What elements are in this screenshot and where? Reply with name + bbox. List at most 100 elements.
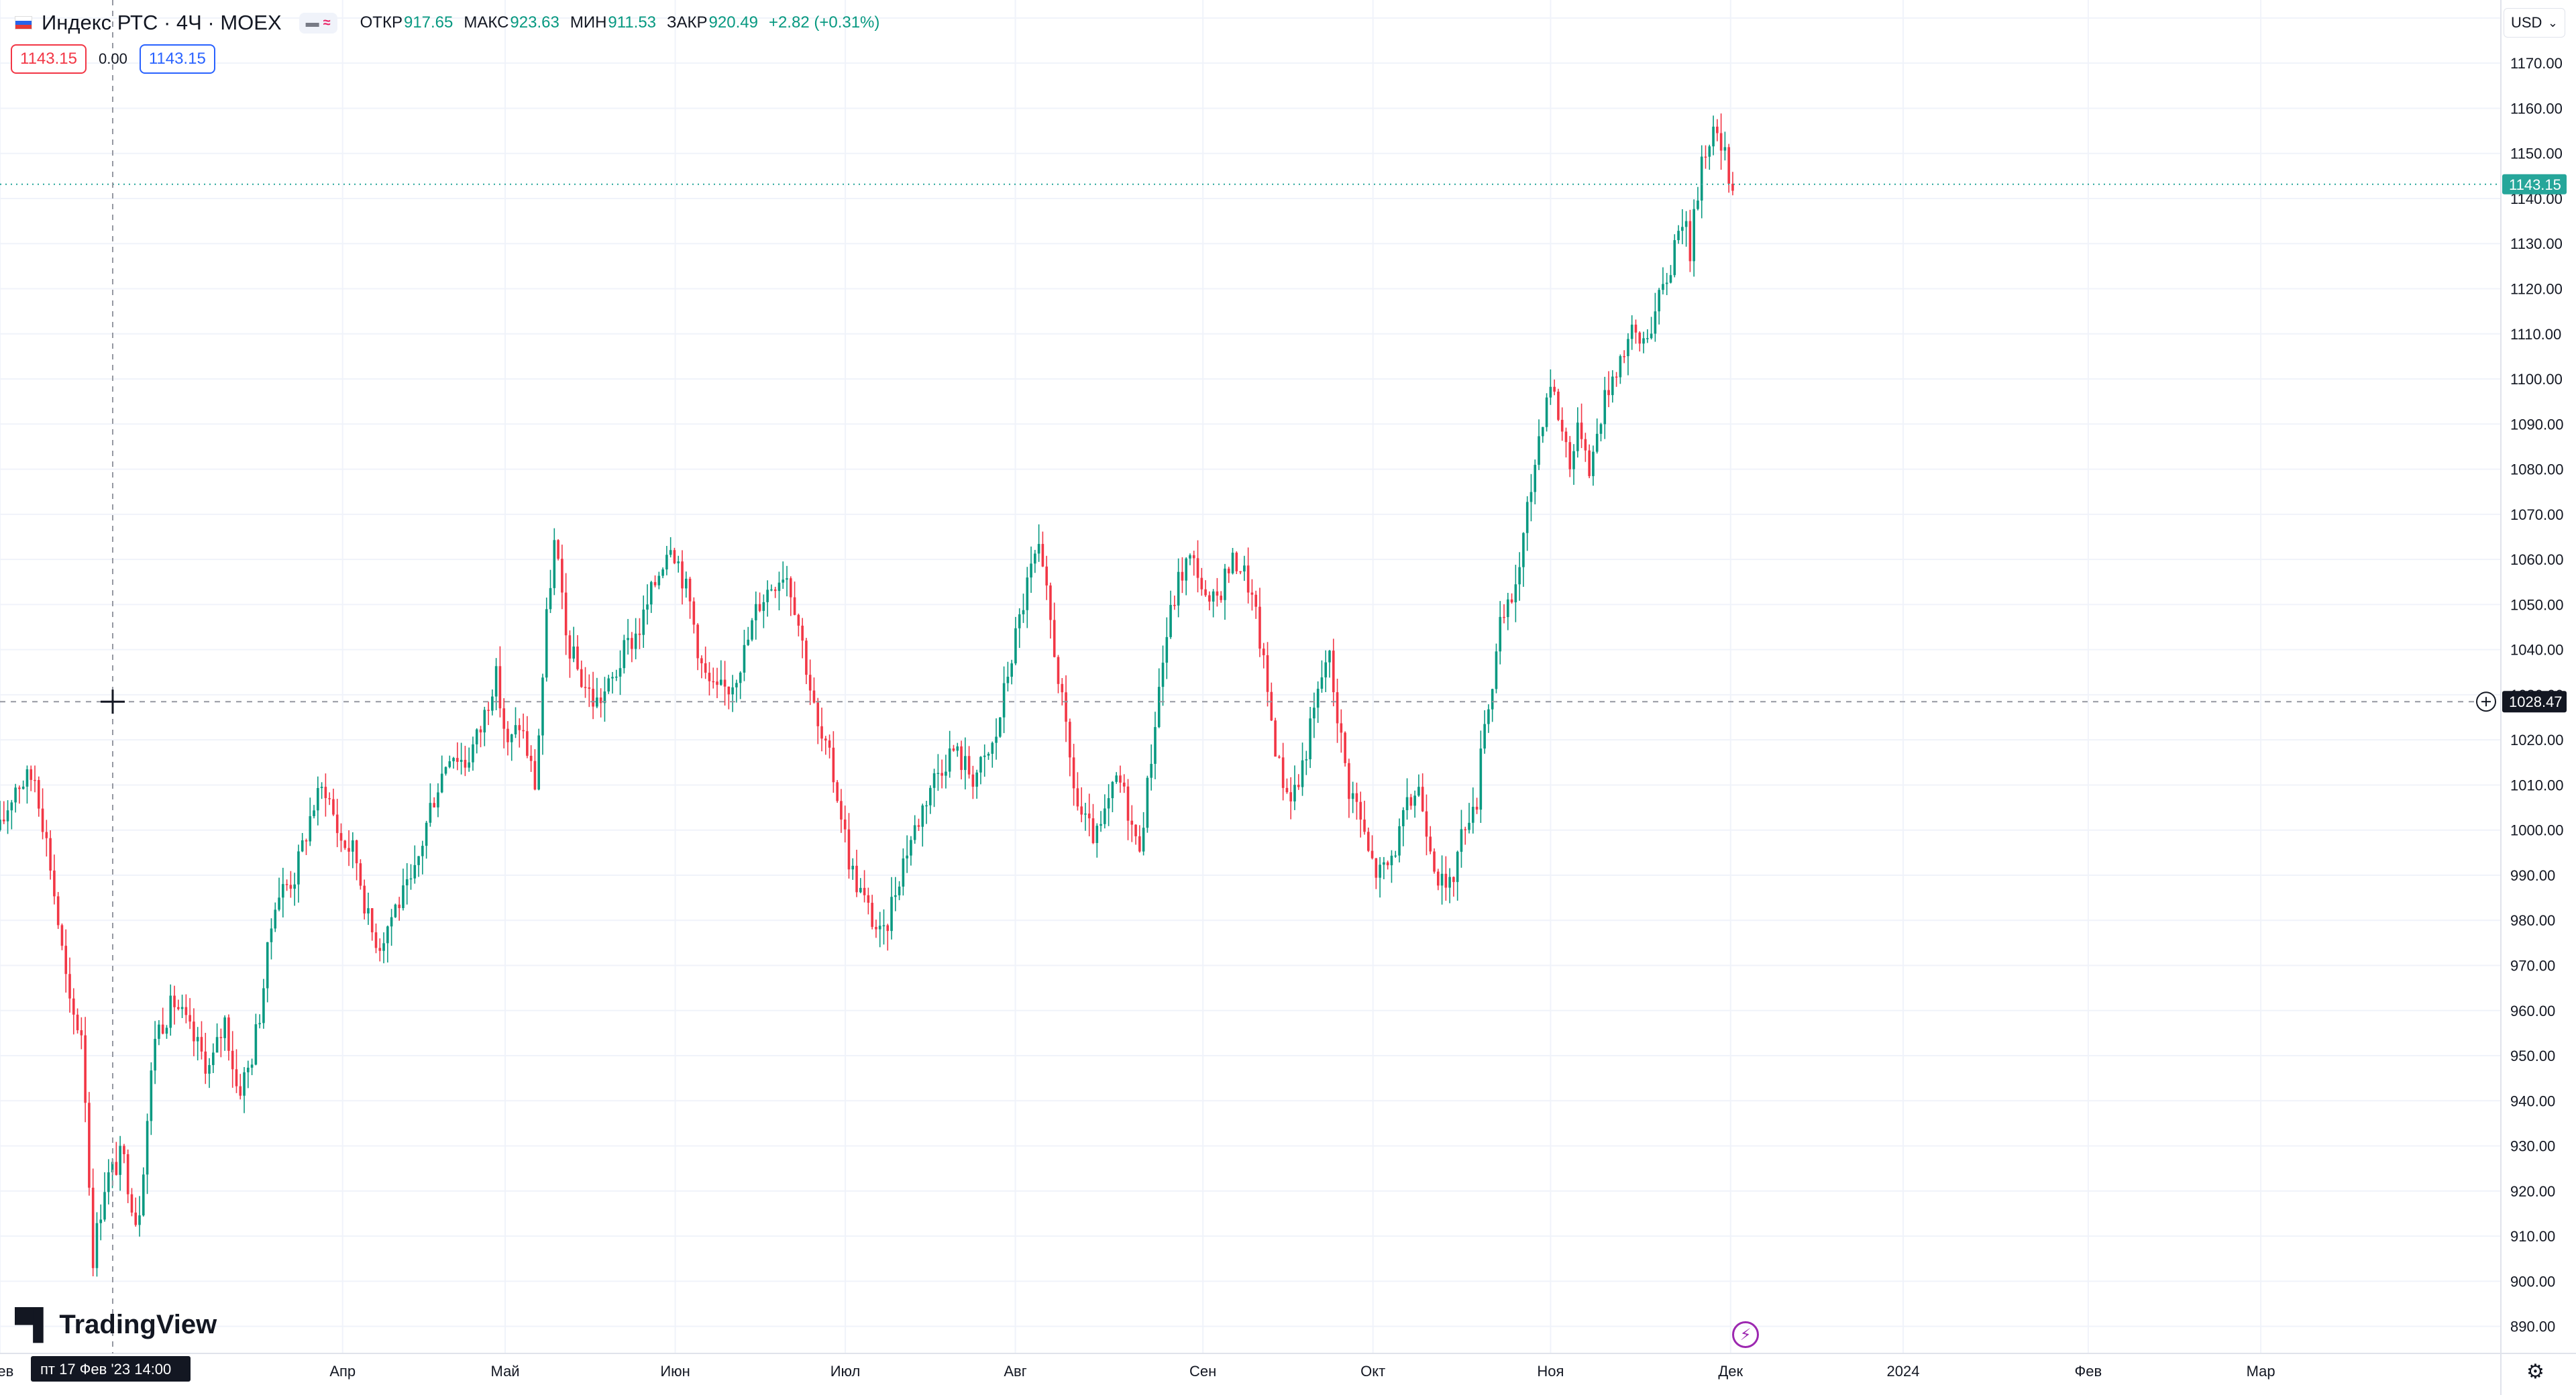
candle-down	[285, 879, 288, 891]
candle-body	[227, 1017, 230, 1051]
candle-down	[797, 613, 800, 636]
candle-down	[1130, 805, 1134, 842]
candle-body	[1475, 806, 1479, 810]
candle-body	[1723, 147, 1727, 151]
candle-body	[614, 676, 618, 678]
candle-body	[1084, 814, 1087, 815]
candle-up	[1592, 445, 1595, 486]
candle-body	[777, 582, 781, 592]
candle-body	[347, 848, 350, 852]
candle-body	[1022, 610, 1025, 614]
candle-up	[661, 567, 664, 579]
open-value: 917.65	[403, 13, 453, 32]
candle-down	[60, 923, 64, 950]
candle-body	[111, 1162, 114, 1172]
candle-down	[1250, 579, 1254, 611]
buy-button[interactable]: 1143.15	[139, 44, 215, 74]
candle-up	[1693, 199, 1695, 277]
candle-down	[805, 638, 808, 685]
currency-select[interactable]: USD ⌄	[2504, 8, 2565, 38]
candle-up	[1313, 692, 1316, 738]
candle-body	[1429, 836, 1432, 852]
candle-down	[84, 1017, 87, 1123]
candle-body	[1479, 748, 1483, 810]
candle-body	[1185, 558, 1187, 581]
candle-body	[270, 928, 273, 942]
candle-up	[991, 741, 994, 768]
candle-body	[184, 1007, 188, 1015]
candle-body	[1099, 824, 1102, 826]
candle-down	[1208, 591, 1211, 611]
candle-body	[142, 1174, 145, 1216]
last-price-label: 1143.15	[2509, 176, 2561, 193]
candle-down	[692, 597, 696, 634]
candle-up	[1161, 645, 1165, 706]
candle-down	[76, 1008, 79, 1034]
candle-down	[1297, 774, 1300, 790]
candle-down	[332, 788, 335, 816]
candle-body	[305, 840, 308, 842]
sell-button[interactable]: 1143.15	[11, 44, 87, 74]
candle-up	[1658, 288, 1660, 325]
candle-down	[696, 623, 699, 671]
candle-body	[1572, 451, 1575, 469]
candle-up	[549, 569, 552, 614]
candle-up	[999, 717, 1002, 738]
candle-body	[335, 814, 339, 834]
symbol-title[interactable]: Индекс РТС · 4Ч · MOEX	[42, 11, 282, 34]
candle-down	[45, 820, 48, 857]
x-tick-label: Сен	[1189, 1363, 1216, 1380]
candle-down	[638, 618, 641, 649]
candle-up	[472, 736, 474, 771]
candle-body	[824, 738, 827, 741]
gear-icon[interactable]: ⚙	[2526, 1361, 2544, 1383]
y-tick-label: 1160.00	[2510, 100, 2563, 117]
candle-body	[56, 896, 60, 926]
candle-down	[688, 576, 692, 619]
tradingview-logo[interactable]: ▀▌ TradingView	[15, 1308, 217, 1341]
candle-body	[1266, 655, 1269, 692]
indicator-toggle[interactable]: ▬ ≈	[299, 12, 337, 34]
candle-up	[1026, 567, 1029, 628]
candle-body	[843, 819, 847, 830]
candle-body	[832, 747, 835, 783]
candle-body	[460, 759, 463, 762]
candle-body	[1041, 544, 1044, 567]
candle-up	[258, 1014, 261, 1029]
candle-down	[568, 630, 572, 678]
crosshair-time-label: пт 17 Фев '23 14:00	[40, 1361, 171, 1378]
candle-down	[526, 716, 529, 759]
candle-up	[1549, 369, 1552, 405]
candle-down	[1173, 596, 1176, 610]
candle-body	[913, 825, 916, 840]
candle-body	[708, 673, 711, 681]
candle-body	[975, 772, 978, 787]
candle-up	[735, 679, 738, 703]
candle-down	[1254, 590, 1258, 619]
candle-body	[747, 639, 750, 645]
candle-down	[498, 646, 502, 718]
candle-body	[502, 708, 505, 729]
candle-body	[332, 799, 335, 815]
lightning-icon[interactable]: ⚡	[1732, 1321, 1759, 1348]
candle-down	[801, 618, 804, 659]
candle-up	[215, 1023, 219, 1053]
candle-body	[468, 762, 470, 768]
candle-up	[572, 626, 576, 663]
candle-body	[1630, 325, 1633, 339]
candle-up	[158, 1020, 160, 1046]
candle-down	[305, 838, 308, 855]
candle-body	[452, 758, 455, 762]
candle-down	[1239, 571, 1242, 575]
candle-body	[773, 589, 777, 592]
candle-body	[1607, 390, 1610, 396]
candle-down	[1634, 319, 1638, 344]
candle-up	[386, 926, 389, 963]
candle-up	[452, 757, 455, 769]
candle-up	[929, 785, 932, 814]
change-value: +2.82 (+0.31%)	[768, 13, 880, 32]
candle-down	[1126, 779, 1130, 840]
candle-up	[150, 1062, 153, 1135]
candle-down	[1623, 350, 1625, 364]
